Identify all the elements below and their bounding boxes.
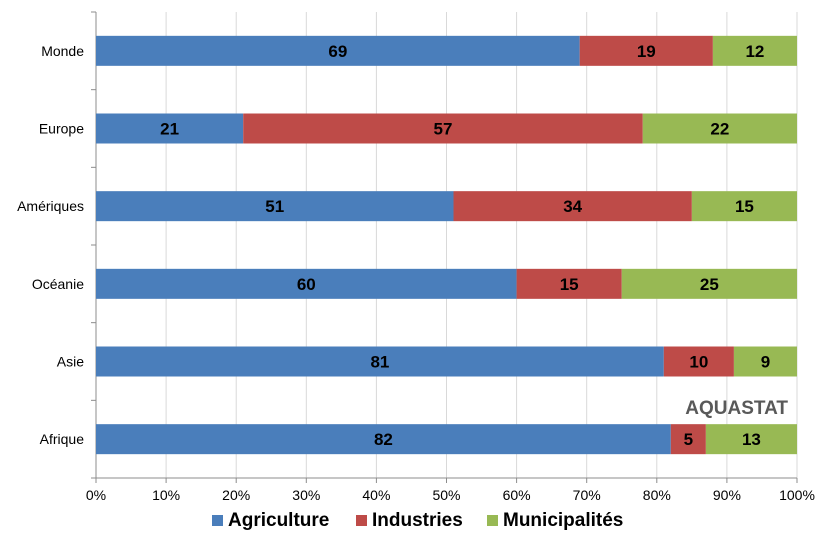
data-label: 34: [563, 197, 582, 216]
bar-segment: [516, 268, 622, 299]
data-label: 69: [328, 42, 347, 61]
data-labels: 69 19 12 21 57 22 51 34 15 60 15 25 81 10 9 82 5 13: [160, 42, 770, 449]
legend-swatch: [487, 515, 498, 526]
axes: [91, 11, 798, 483]
category-label: Monde: [41, 43, 84, 59]
data-label: 13: [742, 430, 761, 449]
source-annotation: AQUASTAT: [685, 398, 788, 419]
x-tick-label: 100%: [779, 487, 815, 503]
bar-segment: [243, 113, 643, 144]
data-label: 5: [684, 430, 693, 449]
x-tick-label: 30%: [292, 487, 320, 503]
x-tick-label: 50%: [432, 487, 460, 503]
x-tick-label: 80%: [643, 487, 671, 503]
legend-swatch: [212, 515, 223, 526]
category-label: Afrique: [40, 431, 85, 447]
bar-segment: [96, 424, 671, 455]
x-tick-label: 40%: [362, 487, 390, 503]
bar-segment: [642, 113, 797, 144]
gridlines: [165, 12, 798, 478]
bar-segment: [96, 191, 454, 222]
category-label: Asie: [57, 354, 84, 370]
x-tick-label: 0%: [86, 487, 106, 503]
bars: [96, 35, 797, 455]
data-label: 21: [160, 120, 179, 139]
data-label: 57: [434, 120, 453, 139]
data-label: 25: [700, 275, 719, 294]
bar-segment: [705, 424, 797, 455]
legend-label: Agriculture: [228, 510, 329, 531]
bar-segment: [96, 268, 517, 299]
bar-segment: [96, 35, 580, 66]
data-label: 15: [560, 275, 579, 294]
bar-segment: [96, 346, 664, 377]
bar-segment: [453, 191, 692, 222]
bar-segment: [621, 268, 797, 299]
x-tick-label: 70%: [573, 487, 601, 503]
legend-label: Municipalités: [503, 510, 623, 531]
bar-segment: [670, 424, 706, 455]
category-label: Océanie: [32, 276, 84, 292]
bar-segment: [733, 346, 797, 377]
bar-segment: [96, 113, 244, 144]
data-label: 15: [735, 197, 754, 216]
x-tick-label: 90%: [713, 487, 741, 503]
x-tick-label: 10%: [152, 487, 180, 503]
data-label: 81: [370, 353, 389, 372]
data-label: 82: [374, 430, 393, 449]
data-label: 12: [745, 42, 764, 61]
bar-segment: [579, 35, 713, 66]
bar-segment: [712, 35, 797, 66]
data-label: 51: [265, 197, 284, 216]
category-label: Amériques: [17, 198, 84, 214]
data-label: 60: [297, 275, 316, 294]
legend-label: Industries: [372, 510, 463, 531]
data-label: 9: [761, 353, 770, 372]
data-label: 22: [710, 120, 729, 139]
bar-segment: [663, 346, 734, 377]
legend: Agriculture Industries Municipalités: [212, 510, 623, 531]
x-tick-label: 60%: [503, 487, 531, 503]
x-tick-label: 20%: [222, 487, 250, 503]
data-label: 19: [637, 42, 656, 61]
tick-labels: 0% 10% 20% 30% 40% 50% 60% 70% 80% 90% 100% Monde Eu…: [17, 43, 815, 503]
bar-segment: [691, 191, 797, 222]
legend-swatch: [356, 515, 367, 526]
data-label: 10: [689, 353, 708, 372]
category-label: Europe: [39, 121, 84, 137]
